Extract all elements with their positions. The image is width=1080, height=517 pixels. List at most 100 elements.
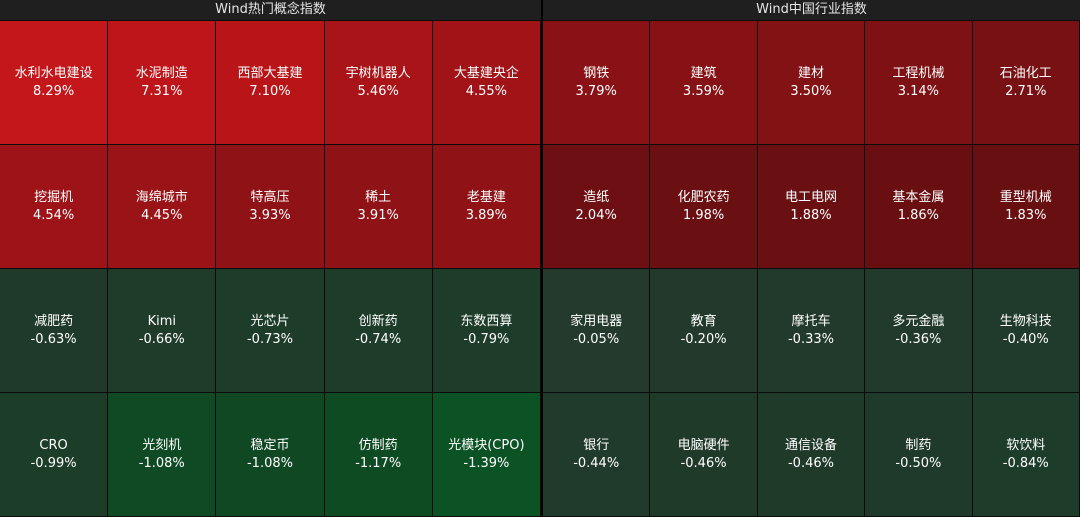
tile-name: 多元金融 [892, 313, 945, 329]
heatmap-tile[interactable]: 老基建 3.89% [432, 145, 541, 269]
heatmap-tile[interactable]: 石油化工 2.71% [972, 21, 1080, 145]
tile-name: 银行 [583, 437, 610, 453]
tile-change-label: 1.98% [682, 207, 725, 223]
industry-index-heatmap: 钢铁 3.79% 建筑 3.59% 建材 3.50% 工程机械 3.14% 石油化工 2.71% 造… [543, 21, 1080, 517]
tile-change-label: -0.40% [1002, 331, 1049, 347]
tile-name: 光刻机 [142, 437, 182, 453]
tile-change-label: 4.54% [32, 207, 75, 223]
tile-name: 建材 [797, 65, 824, 81]
heatmap-tile[interactable]: 摩托车 -0.33% [757, 269, 866, 393]
tile-name: 教育 [690, 313, 717, 329]
tile-change-label: -0.44% [573, 455, 620, 471]
concept-index-panel: Wind热门概念指数 水利水电建设 8.29% 水泥制造 7.31% 西部大基建 7.10… [0, 0, 541, 517]
tile-name: 建筑 [690, 65, 717, 81]
tile-name: CRO [39, 437, 68, 453]
heatmap-tile[interactable]: 家用电器 -0.05% [543, 269, 651, 393]
tile-name: 制药 [905, 437, 932, 453]
tile-change-label: 7.31% [141, 83, 183, 99]
heatmap-tile[interactable]: 水利水电建设 8.29% [0, 21, 109, 145]
tile-change-label: 4.45% [141, 207, 183, 223]
tile-name: 东数西算 [460, 313, 513, 329]
heatmap-tile[interactable]: 电工电网 1.88% [757, 145, 866, 269]
tile-change-label: -0.36% [895, 331, 942, 347]
heatmap-tile[interactable]: 稀土 3.91% [324, 145, 433, 269]
tile-name: 创新药 [358, 313, 398, 329]
tile-name: 石油化工 [999, 65, 1052, 81]
heatmap-tile[interactable]: 仿制药 -1.17% [324, 393, 433, 517]
tile-change-label: -1.17% [355, 455, 402, 471]
heatmap-tile[interactable]: 建筑 3.59% [650, 21, 758, 145]
heatmap-tile[interactable]: 基本金属 1.86% [865, 145, 973, 269]
heatmap-tile[interactable]: 西部大基建 7.10% [216, 21, 325, 145]
tile-change-label: 7.10% [249, 83, 291, 99]
tile-change-label: 2.04% [575, 207, 617, 223]
tile-change-label: 2.71% [1005, 83, 1047, 99]
tile-change-label: -1.08% [246, 455, 293, 471]
heatmap-tile[interactable]: 制药 -0.50% [865, 393, 973, 517]
tile-change-label: 5.46% [357, 83, 399, 99]
heatmap-tile[interactable]: 光芯片 -0.73% [216, 269, 325, 393]
tile-name: 宇树机器人 [345, 65, 411, 81]
heatmap-tile[interactable]: 建材 3.50% [757, 21, 866, 145]
heatmap-tile[interactable]: 银行 -0.44% [543, 393, 651, 517]
tile-change-label: 3.91% [357, 207, 399, 223]
tile-change-label: -1.39% [463, 455, 510, 471]
tile-change-label: -0.05% [573, 331, 620, 347]
heatmap-tile[interactable]: 电脑硬件 -0.46% [650, 393, 758, 517]
tile-name: 化肥农药 [677, 189, 730, 205]
tile-name: 稀土 [365, 189, 392, 205]
heatmap-tile[interactable]: 宇树机器人 5.46% [324, 21, 433, 145]
tile-change-label: -0.74% [355, 331, 402, 347]
tile-change-label: 3.89% [465, 207, 508, 223]
heatmap-tile[interactable]: Kimi -0.66% [108, 269, 217, 393]
tile-change-label: 1.88% [790, 207, 832, 223]
concept-index-heatmap: 水利水电建设 8.29% 水泥制造 7.31% 西部大基建 7.10% 宇树机器人 5.46%… [0, 21, 541, 517]
tile-name: 老基建 [466, 189, 506, 205]
heatmap-tile[interactable]: 稳定币 -1.08% [216, 393, 325, 517]
heatmap-tile[interactable]: 光刻机 -1.08% [108, 393, 217, 517]
tile-change-label: 3.59% [682, 83, 725, 99]
heatmap-tile[interactable]: 水泥制造 7.31% [108, 21, 217, 145]
tile-name: 仿制药 [358, 437, 398, 453]
heatmap-tile[interactable]: 造纸 2.04% [543, 145, 651, 269]
heatmap-tile[interactable]: 创新药 -0.74% [324, 269, 433, 393]
heatmap-tile[interactable]: 软饮料 -0.84% [972, 393, 1080, 517]
tile-change-label: -0.33% [787, 331, 834, 347]
tile-change-label: 1.83% [1005, 207, 1047, 223]
heatmap-tile[interactable]: CRO -0.99% [0, 393, 109, 517]
heatmap-tile[interactable]: 减肥药 -0.63% [0, 269, 109, 393]
tile-name: 西部大基建 [237, 65, 303, 81]
tile-change-label: 3.14% [897, 83, 940, 99]
tile-change-label: 3.93% [249, 207, 291, 223]
tile-change-label: 8.29% [32, 83, 75, 99]
heatmap-tile[interactable]: 工程机械 3.14% [865, 21, 973, 145]
tile-name: Kimi [147, 313, 176, 329]
tile-name: 软饮料 [1006, 437, 1046, 453]
heatmap-tile[interactable]: 海绵城市 4.45% [108, 145, 217, 269]
heatmap-tile[interactable]: 钢铁 3.79% [543, 21, 651, 145]
heatmap-tile[interactable]: 光模块(CPO) -1.39% [432, 393, 541, 517]
tile-name: 减肥药 [34, 313, 74, 329]
tile-name: 电工电网 [784, 189, 837, 205]
tile-name: 海绵城市 [135, 189, 188, 205]
heatmap-tile[interactable]: 挖掘机 4.54% [0, 145, 109, 269]
tile-name: 挖掘机 [34, 189, 74, 205]
tile-change-label: -0.50% [895, 455, 942, 471]
tile-name: 光模块(CPO) [448, 437, 525, 453]
tile-name: 工程机械 [892, 65, 945, 81]
heatmap-tile[interactable]: 特高压 3.93% [216, 145, 325, 269]
tile-change-label: -0.99% [30, 455, 77, 471]
tile-change-label: -0.66% [138, 331, 185, 347]
heatmap-tile[interactable]: 生物科技 -0.40% [972, 269, 1080, 393]
heatmap-tile[interactable]: 通信设备 -0.46% [757, 393, 866, 517]
heatmap-tile[interactable]: 东数西算 -0.79% [432, 269, 541, 393]
heatmap-tile[interactable]: 化肥农药 1.98% [650, 145, 758, 269]
industry-index-panel: Wind中国行业指数 钢铁 3.79% 建筑 3.59% 建材 3.50% 工程机械 3.14… [543, 0, 1080, 517]
heatmap-tile[interactable]: 教育 -0.20% [650, 269, 758, 393]
tile-name: 大基建央企 [453, 65, 519, 81]
tile-name: 稳定币 [250, 437, 290, 453]
heatmap-tile[interactable]: 大基建央企 4.55% [432, 21, 541, 145]
tile-name: 钢铁 [583, 65, 610, 81]
heatmap-tile[interactable]: 多元金融 -0.36% [865, 269, 973, 393]
heatmap-tile[interactable]: 重型机械 1.83% [972, 145, 1080, 269]
